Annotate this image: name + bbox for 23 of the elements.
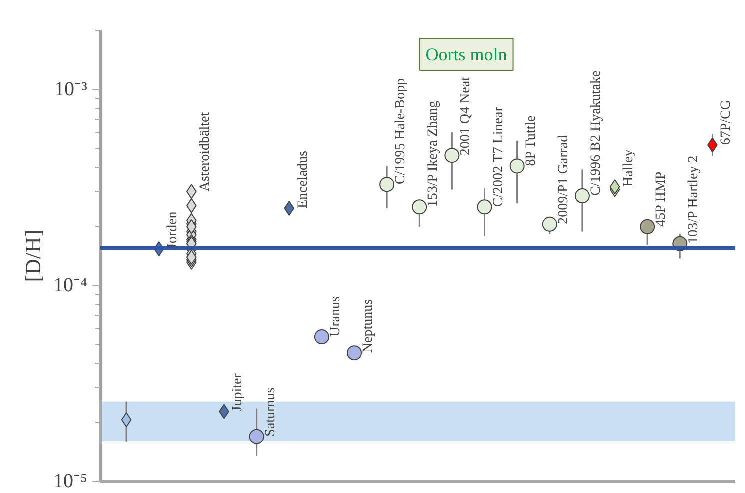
- x-tick-label: 103/P Hartley 2: [686, 156, 702, 244]
- x-tick-label: 2009/P1 Garrad: [556, 135, 572, 224]
- x-tick-label: 45P HMP: [654, 172, 670, 227]
- x-tick-label: Uranus: [328, 296, 344, 338]
- y-tick-label: 10⁻⁵: [54, 470, 88, 492]
- annotation: Oorts moln: [426, 44, 508, 64]
- x-tick-label: Saturnus: [263, 388, 278, 437]
- y-tick-label: 10⁻³: [54, 78, 88, 100]
- x-tick-label: Halley: [622, 150, 637, 188]
- x-tick-label: 67P/CG: [719, 100, 734, 146]
- x-tick-label: Neptunus: [361, 299, 376, 354]
- x-tick-label: Enceladus: [296, 151, 311, 209]
- y-tick-label: 10⁻⁴: [54, 274, 88, 296]
- x-tick-label: C/1996 B2 Hyakutake: [588, 70, 604, 196]
- y-axis-title: [D/H]: [20, 230, 46, 282]
- x-tick-label: 8P Tuttle: [524, 116, 539, 166]
- x-tick-label: Jorden: [166, 212, 181, 250]
- x-tick-label: 153/P Ikeya Zhang: [426, 101, 442, 208]
- x-tick-label: Jupiter: [230, 373, 246, 412]
- x-tick-label: Asteroidbältet: [198, 112, 214, 192]
- x-tick-label: C/1995 Hale-Bopp: [394, 78, 409, 185]
- x-tick-label: C/2002 T7 Linear: [491, 106, 506, 208]
- x-tick-label: 2001 Q4 Neat: [458, 76, 474, 156]
